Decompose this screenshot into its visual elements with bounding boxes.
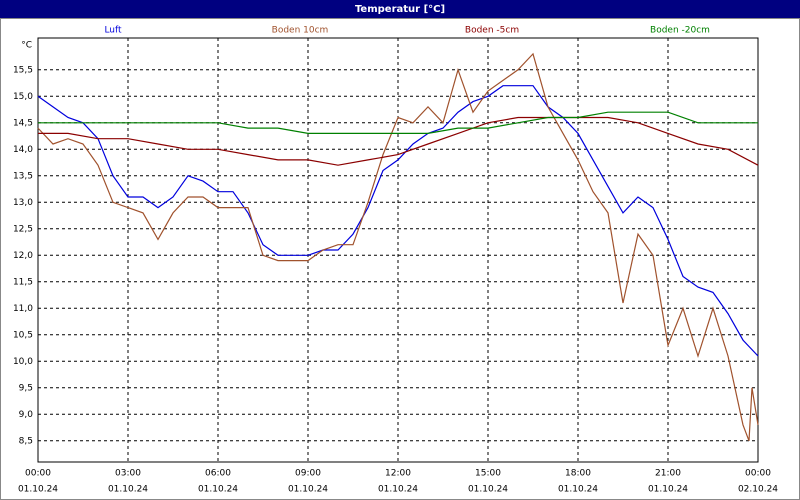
y-tick-label: 11,5	[13, 277, 33, 287]
frame	[0, 18, 800, 500]
x-tick-date: 01.10.24	[108, 485, 148, 495]
line-series	[37, 85, 759, 357]
y-axis-label: °C	[21, 41, 32, 51]
x-tick-date: 01.10.24	[18, 485, 58, 495]
x-tick-label: 00:00	[25, 469, 51, 479]
x-tick-label: 12:00	[385, 469, 411, 479]
y-tick-label: 9,0	[19, 410, 34, 420]
legend-label: Luft	[104, 26, 122, 36]
x-tick-date: 01.10.24	[468, 485, 508, 495]
x-tick-date: 01.10.24	[558, 485, 598, 495]
y-tick-label: 8,5	[19, 436, 33, 446]
y-tick-label: 12,5	[13, 224, 33, 234]
y-tick-label: 14,5	[13, 118, 33, 128]
y-tick-label: 15,5	[13, 65, 33, 75]
y-tick-label: 10,0	[13, 357, 33, 367]
x-tick-date: 01.10.24	[378, 485, 418, 495]
legend-label: Boden -20cm	[650, 26, 710, 36]
x-tick-date: 01.10.24	[288, 485, 328, 495]
y-tick-label: 10,5	[13, 330, 33, 340]
x-tick-label: 18:00	[565, 469, 591, 479]
x-tick-date: 01.10.24	[648, 485, 688, 495]
x-tick-label: 15:00	[475, 469, 501, 479]
y-tick-label: 14,0	[13, 145, 33, 155]
y-tick-label: 9,5	[19, 383, 33, 393]
x-tick-date: 02.10.24	[738, 485, 778, 495]
y-tick-label: 13,5	[13, 171, 33, 181]
y-tick-label: 15,0	[13, 92, 33, 102]
x-tick-label: 09:00	[295, 469, 321, 479]
legend-label: Boden -5cm	[465, 26, 519, 36]
line-series	[38, 111, 758, 134]
title-bar	[0, 0, 800, 18]
y-tick-label: 12,0	[13, 251, 33, 261]
legend-label: Boden 10cm	[272, 26, 329, 36]
x-tick-label: 21:00	[655, 469, 681, 479]
y-tick-label: 13,0	[13, 198, 33, 208]
x-tick-date: 01.10.24	[198, 485, 238, 495]
x-tick-label: 03:00	[115, 469, 141, 479]
chart-title: Temperatur [°C]	[355, 4, 445, 15]
line-series	[38, 116, 759, 166]
line-series	[37, 52, 759, 442]
y-tick-label: 11,0	[13, 304, 33, 314]
x-tick-label: 06:00	[205, 469, 231, 479]
x-tick-label: 00:00	[745, 469, 771, 479]
